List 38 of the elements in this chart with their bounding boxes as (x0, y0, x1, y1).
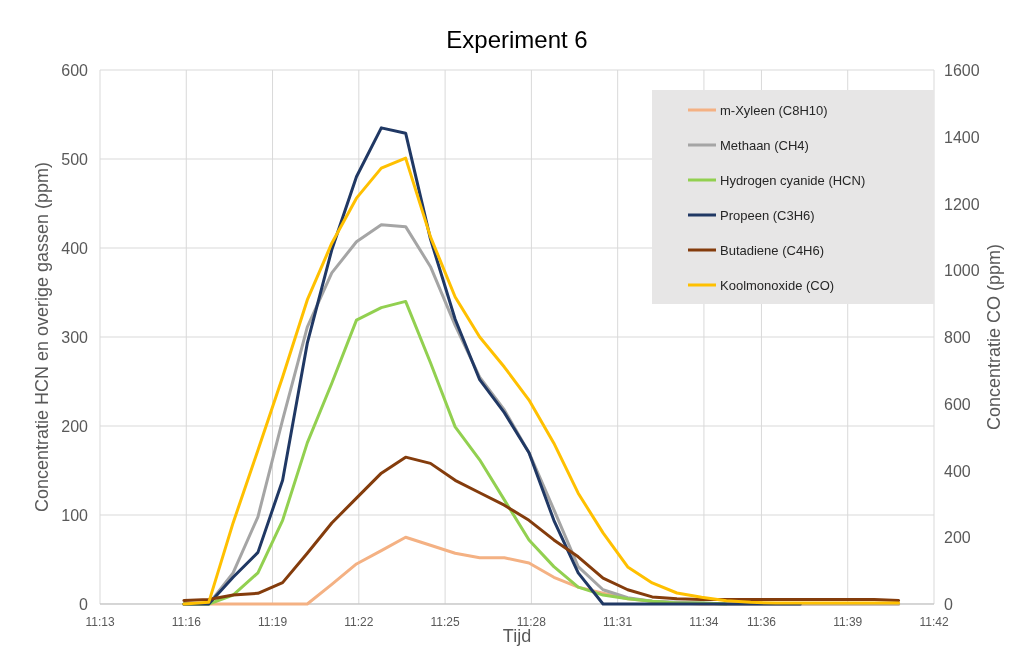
y-tick-label: 600 (61, 62, 89, 79)
y2-tick-label: 0 (944, 596, 953, 613)
x-tick-label: 11:22 (344, 615, 374, 629)
y2-tick-label: 1000 (944, 262, 980, 280)
y-tick-label: 500 (61, 151, 89, 168)
x-tick-label: 11:39 (833, 615, 863, 629)
x-tick-label: 11:25 (430, 615, 460, 629)
x-tick-label: 11:19 (257, 615, 288, 629)
x-axis-title: Tijd (502, 626, 532, 646)
legend-label: m-Xyleen (C8H10) (720, 103, 828, 118)
legend-label: Butadiene (C4H6) (720, 243, 825, 258)
legend-label: Methaan (CH4) (720, 138, 809, 153)
y-axis-title: Concentratie HCN en overige gassen (ppm) (32, 161, 52, 513)
y2-tick-label: 800 (944, 329, 971, 346)
x-tick-label: 11:34 (689, 615, 719, 629)
y-tick-label: 400 (61, 240, 89, 257)
x-tick-label: 11:42 (919, 615, 949, 629)
y2-tick-label: 1200 (944, 195, 980, 213)
line-series (182, 455, 901, 602)
x-tick-label: 11:28 (516, 615, 547, 629)
y-tick-label: 300 (61, 329, 89, 346)
legend-label: Koolmonoxide (CO) (720, 278, 835, 293)
y-tick-label: 200 (61, 418, 89, 435)
y-tick-label: 100 (61, 507, 89, 524)
x-tick-label: 11:13 (85, 615, 115, 629)
y2-tick-label: 200 (944, 529, 971, 547)
y2-axis-title: Concentratie CO (ppm) (984, 243, 1004, 431)
x-tick-label: 11:36 (746, 615, 777, 629)
legend-label: Hydrogen cyanide (HCN) (720, 173, 866, 188)
x-tick-label: 11:16 (171, 615, 202, 629)
y2-tick-label: 400 (944, 462, 971, 480)
x-tick-label: 11:31 (603, 615, 633, 629)
y2-tick-label: 600 (944, 395, 971, 413)
y-tick-label: 0 (79, 596, 89, 613)
y2-tick-label: 1600 (944, 62, 980, 79)
legend-label: Propeen (C3H6) (720, 208, 815, 223)
y2-tick-label: 1400 (944, 128, 980, 146)
chart-title: Experiment 6 (446, 26, 588, 53)
